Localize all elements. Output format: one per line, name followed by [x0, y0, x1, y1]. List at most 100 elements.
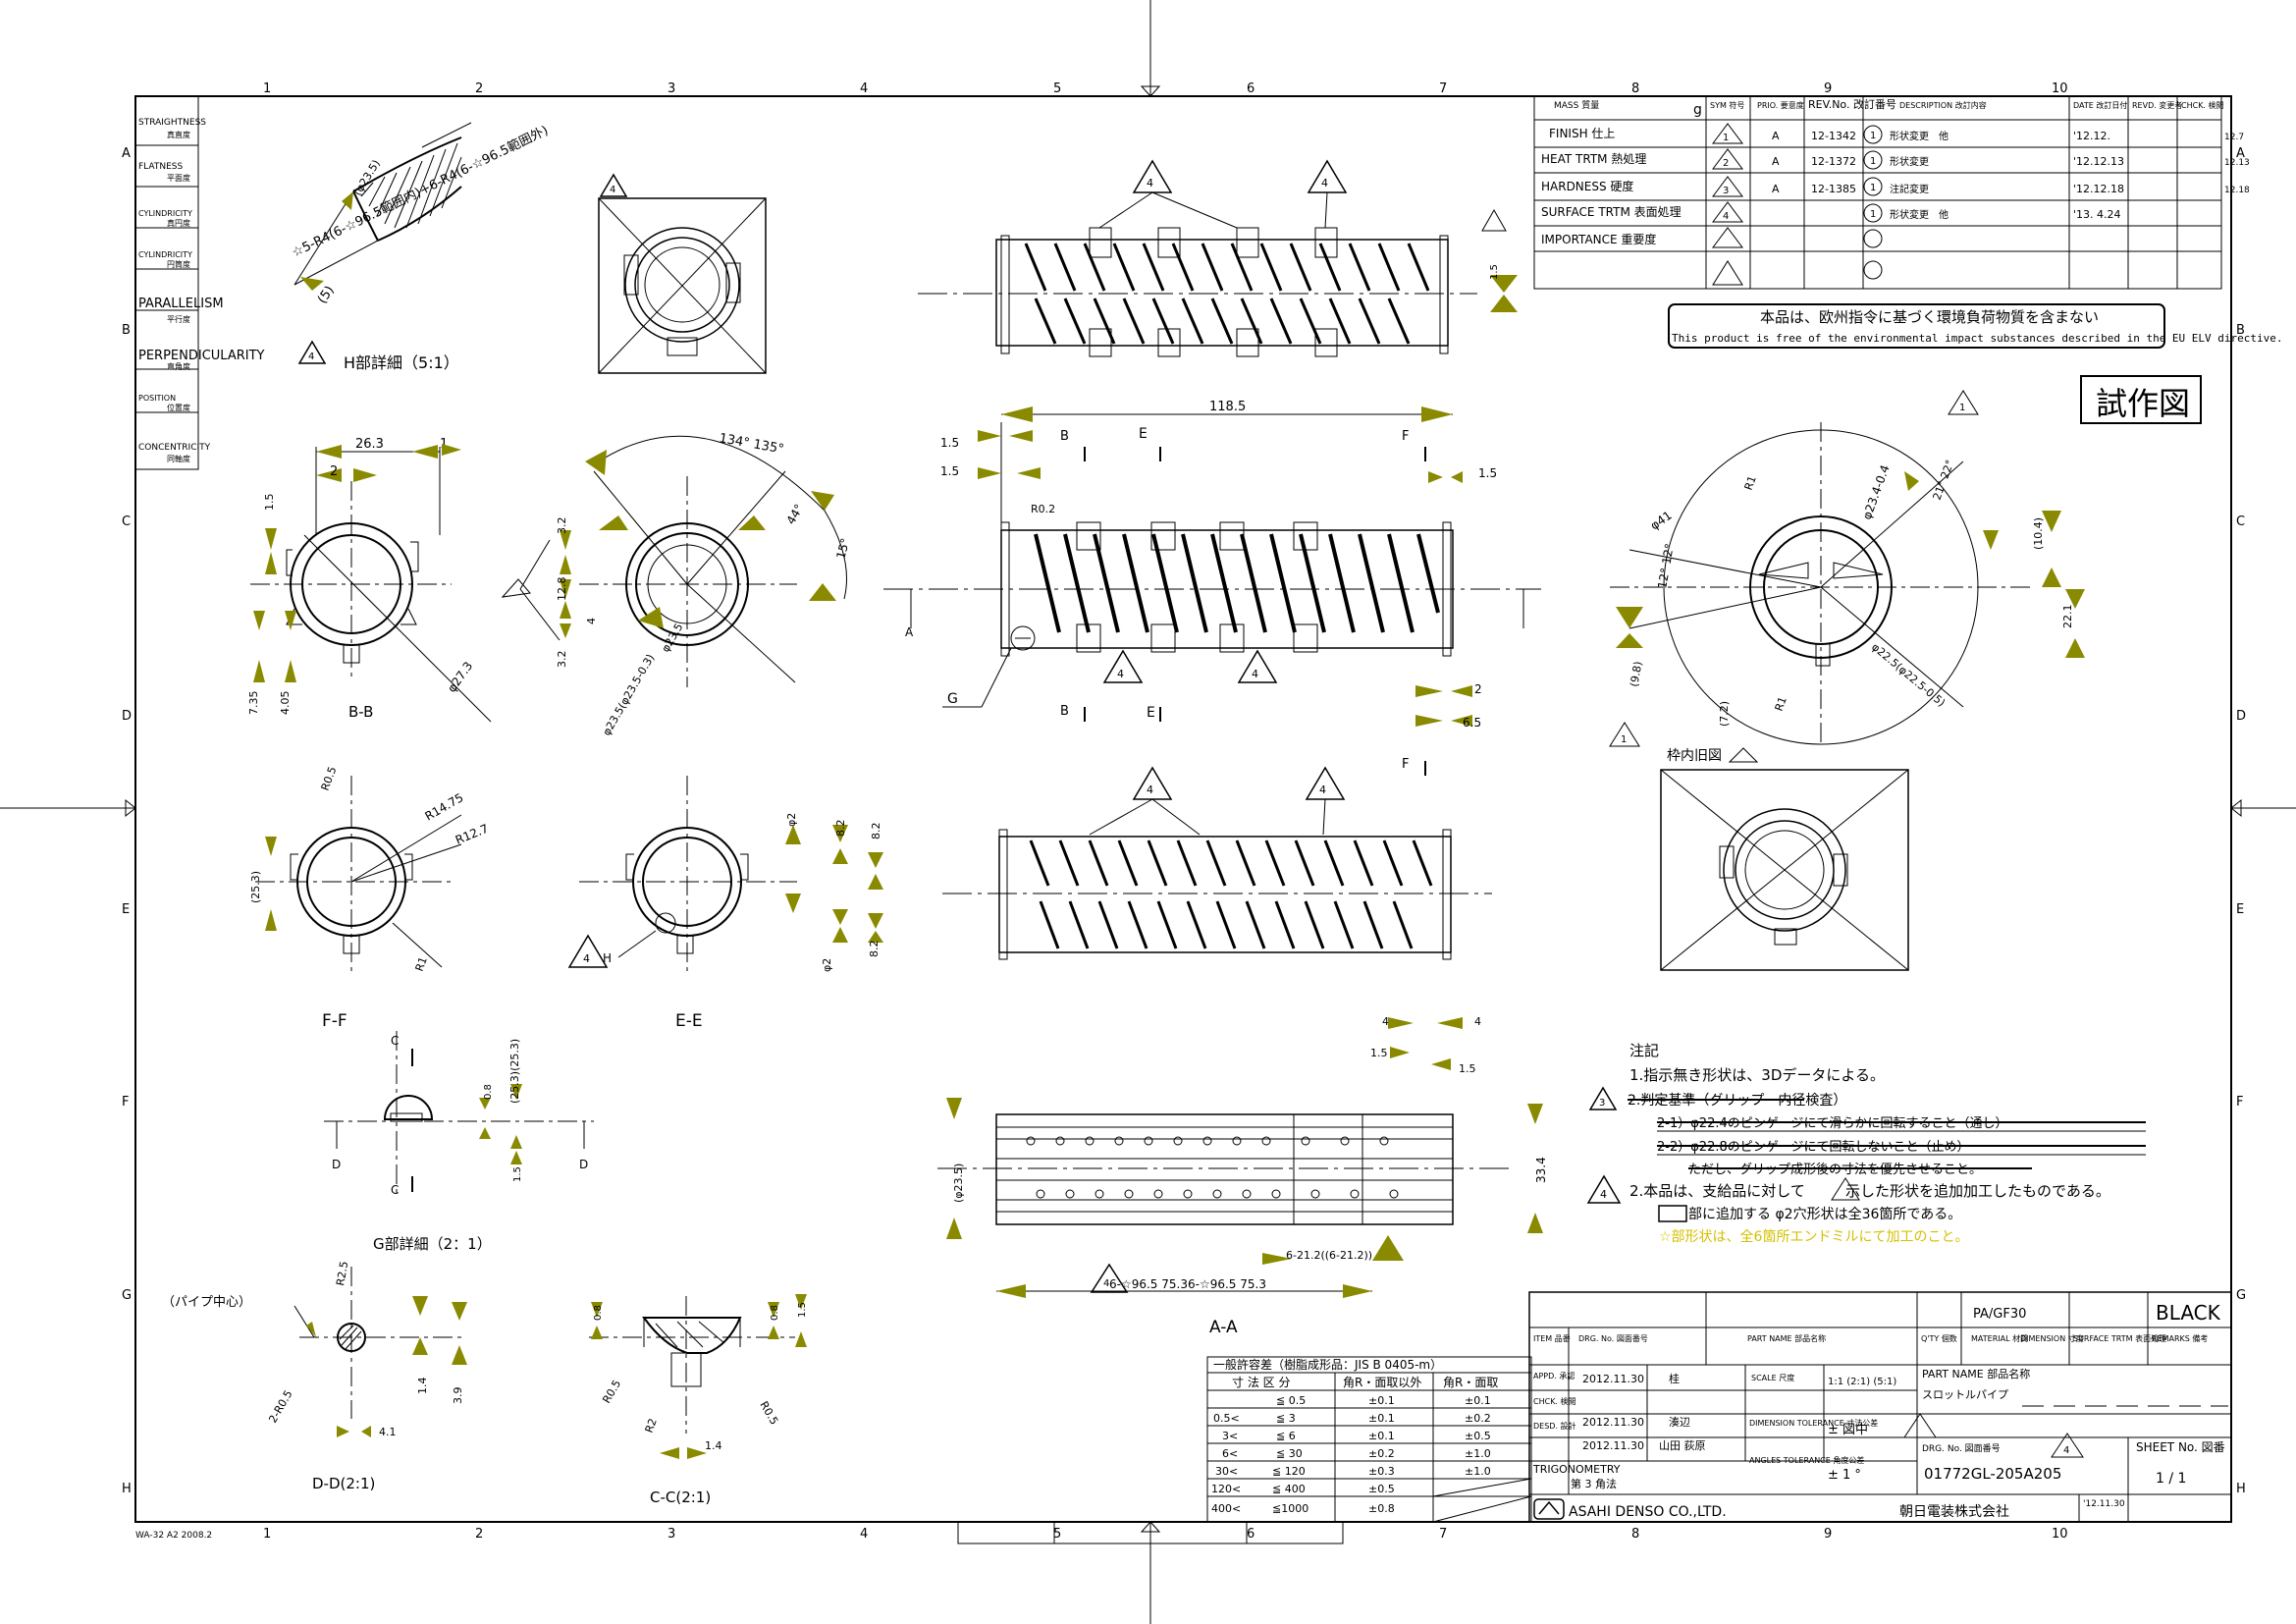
svg-text:（パイプ中心）: （パイプ中心）	[162, 1295, 251, 1310]
svg-text:1: 1	[263, 81, 271, 96]
svg-text:1.5: 1.5	[512, 1166, 523, 1182]
svg-text:1.5: 1.5	[1459, 1062, 1476, 1075]
svg-text:±0.5: ±0.5	[1465, 1430, 1491, 1442]
svg-text:C: C	[2236, 514, 2245, 529]
title-block: PA/GF30 BLACK ITEM 品番 DRG. No. 図面番号 PART…	[1528, 1291, 2232, 1523]
svg-text:'13. 4.24: '13. 4.24	[2073, 208, 2121, 221]
svg-text:2: 2	[475, 81, 483, 96]
svg-text:本品は、欧州指令に基づく環境負荷物質を含まない: 本品は、欧州指令に基づく環境負荷物質を含まない	[1760, 308, 2099, 326]
svg-text:3<: 3<	[1222, 1430, 1238, 1442]
svg-text:TRIGONOMETRY: TRIGONOMETRY	[1532, 1463, 1621, 1476]
svg-text:H: H	[603, 951, 612, 965]
svg-text:2012.11.30: 2012.11.30	[1582, 1439, 1644, 1452]
svg-text:±1.0: ±1.0	[1465, 1447, 1491, 1460]
legend-cylindricity: CYLINDRICITY	[138, 250, 192, 259]
svg-text:4: 4	[1321, 177, 1328, 189]
svg-text:A-A: A-A	[1209, 1318, 1238, 1337]
revision-table: MASS 質量 g SYM 符号 PRIO. 要意度 REV.No. 改訂番号 …	[1533, 95, 2250, 290]
svg-text:スロットルパイプ: スロットルパイプ	[1922, 1388, 2008, 1401]
legend-concentricity: CONCENTRICITY	[138, 443, 211, 453]
svg-text:4: 4	[1147, 177, 1153, 189]
svg-text:一般許容差（樹脂成形品：JIS B 0405-m）: 一般許容差（樹脂成形品：JIS B 0405-m）	[1213, 1357, 1442, 1372]
svg-text:≦ 400: ≦ 400	[1272, 1483, 1306, 1495]
svg-text:400<: 400<	[1211, 1502, 1241, 1515]
svg-text:1.5: 1.5	[1489, 264, 1500, 280]
svg-text:DIMENSION 寸度: DIMENSION 寸度	[2020, 1333, 2084, 1343]
svg-text:±0.5: ±0.5	[1368, 1483, 1395, 1495]
svg-text:SHEET No. 図番: SHEET No. 図番	[2136, 1440, 2225, 1454]
svg-text:±0.1: ±0.1	[1368, 1394, 1395, 1407]
svg-text:4: 4	[308, 352, 314, 362]
svg-text:1 / 1: 1 / 1	[2156, 1471, 2186, 1487]
tolerance-table: 一般許容差（樹脂成形品：JIS B 0405-m） 寸 法 区 分 角R・面取以…	[1206, 1356, 1532, 1523]
svg-text:8.2: 8.2	[834, 820, 847, 838]
svg-text:6-21.2((6-21.2)): 6-21.2((6-21.2))	[1286, 1249, 1372, 1262]
svg-text:33.4: 33.4	[1534, 1157, 1548, 1183]
svg-text:DESCRIPTION 改訂内容: DESCRIPTION 改訂内容	[1899, 100, 1987, 110]
svg-text:4: 4	[1117, 668, 1124, 680]
grid-col-labels-bottom: 1 2 3 4 5 6 7 8 9 10	[263, 1527, 2068, 1542]
svg-text:10: 10	[2052, 81, 2068, 96]
svg-text:1.指示無き形状は、3Dデータによる。: 1.指示無き形状は、3Dデータによる。	[1629, 1066, 1885, 1084]
legend-perpendicularity: PERPENDICULARITY	[138, 349, 265, 363]
svg-text:PA/GF30: PA/GF30	[1973, 1307, 2026, 1322]
svg-text:4: 4	[1474, 1015, 1481, 1028]
svg-text:F: F	[1402, 757, 1409, 772]
svg-text:7: 7	[1439, 1527, 1447, 1542]
svg-text:±0.1: ±0.1	[1465, 1394, 1491, 1407]
svg-text:A: A	[905, 625, 914, 639]
svg-text:2012.11.30: 2012.11.30	[1582, 1416, 1644, 1429]
svg-text:15°: 15°	[833, 537, 852, 561]
svg-text:≦ 6: ≦ 6	[1276, 1430, 1296, 1442]
svg-text:4: 4	[1319, 784, 1326, 796]
svg-text:5: 5	[1053, 81, 1061, 96]
svg-text:4: 4	[1252, 668, 1258, 680]
svg-text:4: 4	[585, 618, 598, 624]
svg-text:8.2: 8.2	[868, 941, 881, 958]
svg-text:±1.0: ±1.0	[1465, 1465, 1491, 1478]
svg-text:HARDNESS 硬度: HARDNESS 硬度	[1541, 179, 1633, 193]
svg-text:22.1: 22.1	[2061, 605, 2074, 629]
svg-text:26.3: 26.3	[355, 437, 384, 452]
gdt-legend: STRAIGHTNESS 真直度 FLATNESS 平面度 CYLINDRICI…	[134, 95, 265, 470]
svg-text:PART NAME 部品名称: PART NAME 部品名称	[1922, 1367, 2030, 1380]
svg-text:(7.2): (7.2)	[1718, 701, 1731, 727]
svg-text:'12.12.13: '12.12.13	[2073, 155, 2124, 168]
svg-text:(25.3): (25.3)	[249, 871, 262, 903]
svg-text:R0.2: R0.2	[1031, 503, 1055, 515]
svg-text:≦ 0.5: ≦ 0.5	[1276, 1394, 1306, 1407]
svg-text:MASS 質量: MASS 質量	[1554, 99, 1599, 111]
svg-text:4: 4	[1103, 1278, 1109, 1289]
view-end-square-top: 4	[598, 173, 767, 374]
svg-text:φ2: φ2	[821, 958, 833, 972]
view-side-bottom: 4 4	[942, 766, 1492, 960]
svg-text:A: A	[122, 146, 131, 161]
svg-text:±0.2: ±0.2	[1368, 1447, 1395, 1460]
svg-text:桂: 桂	[1669, 1372, 1680, 1385]
svg-text:01772GL-205A205: 01772GL-205A205	[1924, 1465, 2061, 1483]
svg-text:4: 4	[860, 81, 868, 96]
svg-text:9: 9	[1824, 1527, 1832, 1542]
svg-text:H部詳細（5:1）: H部詳細（5:1）	[344, 353, 459, 372]
svg-text:1.5: 1.5	[263, 494, 276, 512]
svg-text:DRG. No. 図面番号: DRG. No. 図面番号	[1578, 1333, 1648, 1343]
svg-text:角R・面取以外: 角R・面取以外	[1343, 1376, 1421, 1389]
svg-text:±0.2: ±0.2	[1465, 1412, 1491, 1425]
svg-text:≦ 30: ≦ 30	[1276, 1447, 1303, 1460]
svg-text:D-D(2:1): D-D(2:1)	[312, 1475, 375, 1492]
svg-text:1: 1	[1870, 183, 1876, 193]
svg-text:0.5<: 0.5<	[1213, 1412, 1240, 1425]
svg-text:3: 3	[667, 81, 675, 96]
svg-text:真直度: 真直度	[167, 130, 190, 139]
svg-text:ANGLES TOLERANCE 角度公差: ANGLES TOLERANCE 角度公差	[1749, 1455, 1864, 1465]
svg-text:± 1 °: ± 1 °	[1828, 1468, 1861, 1483]
svg-text:12-1342: 12-1342	[1811, 130, 1856, 142]
svg-text:F: F	[122, 1095, 129, 1110]
svg-text:1: 1	[1723, 133, 1729, 143]
svg-text:12.18: 12.18	[2224, 186, 2250, 195]
svg-text:1: 1	[263, 1527, 271, 1542]
svg-text:8: 8	[1631, 81, 1639, 96]
svg-text:HEAT TRTM 熱処理: HEAT TRTM 熱処理	[1541, 152, 1646, 166]
svg-text:A: A	[2236, 146, 2245, 161]
